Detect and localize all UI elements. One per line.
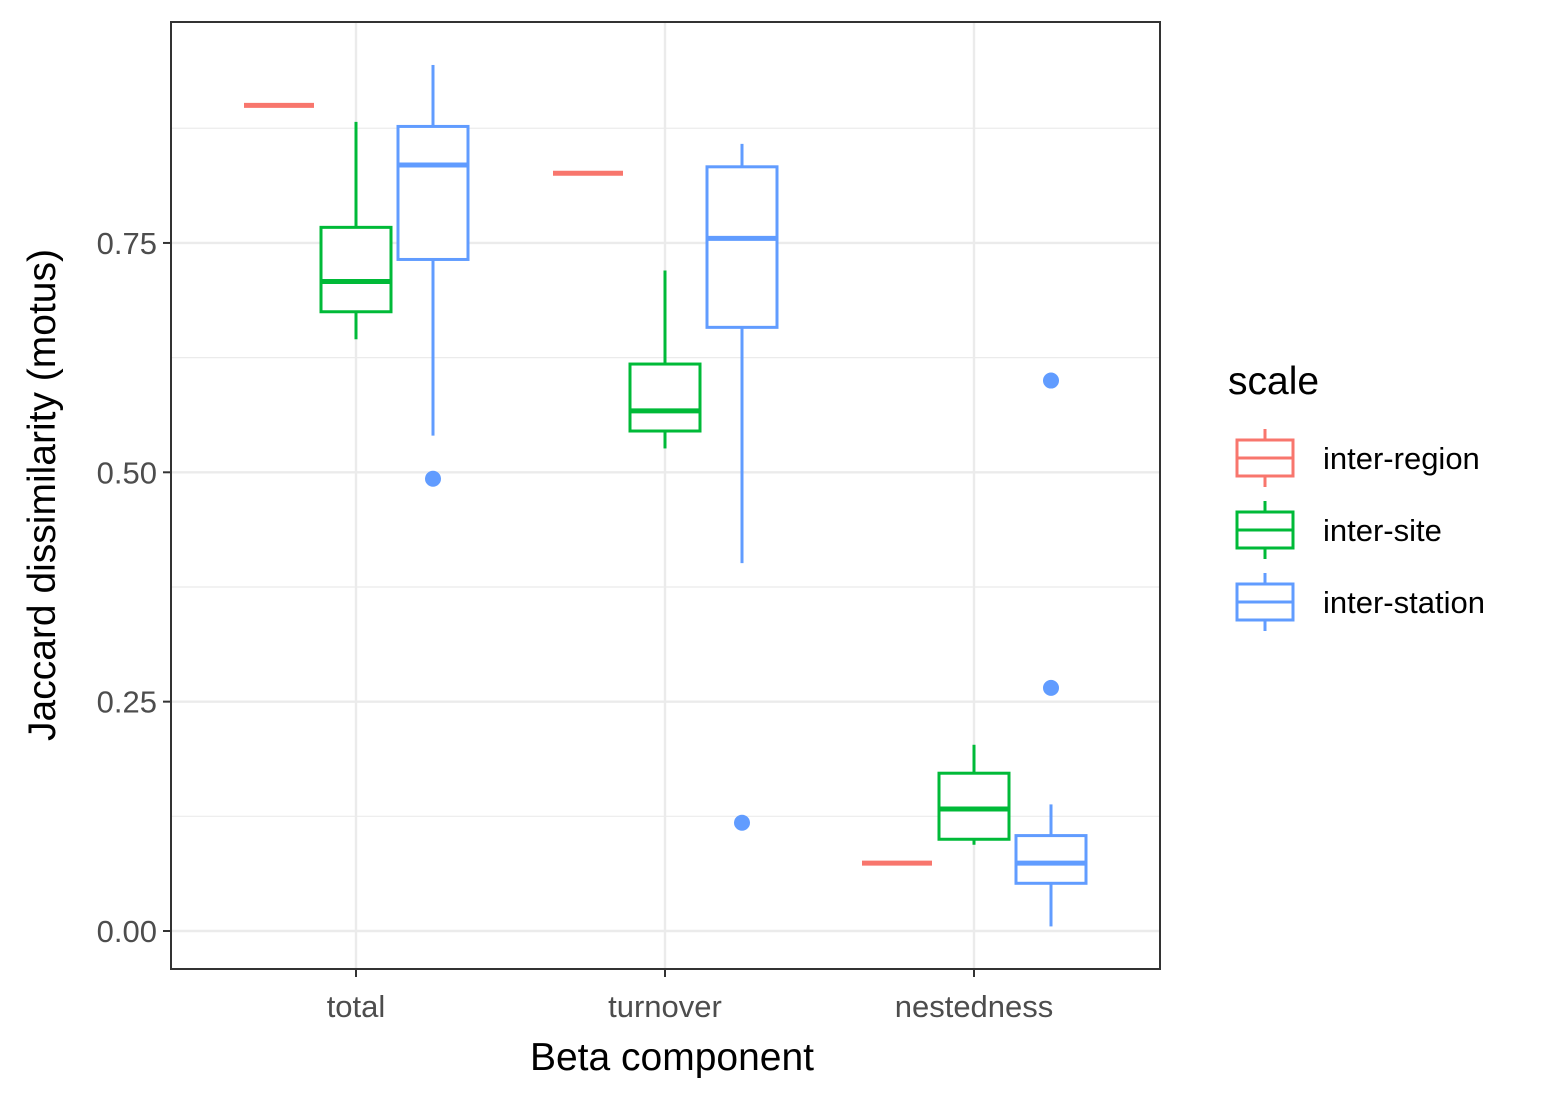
- outlier-point: [734, 814, 750, 831]
- outlier-point: [1043, 372, 1059, 389]
- box-iqr: [937, 771, 1011, 841]
- legend-item-inter-site: inter-site: [1235, 501, 1442, 559]
- x-tick-label: turnover: [608, 989, 722, 1024]
- box-iqr: [628, 362, 702, 433]
- legend-label: inter-station: [1323, 585, 1485, 620]
- legend-item-inter-region: inter-region: [1235, 429, 1480, 487]
- box-inter-station-nestedness: [1014, 372, 1088, 927]
- box-inter-station-total: [396, 64, 470, 487]
- box-inter-site-total: [319, 121, 393, 340]
- y-tick-label: 0.75: [97, 226, 157, 261]
- y-tick-label: 0.25: [97, 685, 157, 720]
- legend-item-inter-station: inter-station: [1235, 573, 1485, 631]
- x-tick-label: nestedness: [895, 989, 1054, 1024]
- outlier-point: [425, 470, 441, 487]
- axes: 0.00 0.25 0.50 0.75 total turnover nestedness: [97, 226, 1054, 1024]
- box-iqr: [705, 165, 779, 329]
- box-inter-station-turnover: [705, 143, 779, 831]
- box-iqr: [1014, 834, 1088, 885]
- box-inter-site-turnover: [628, 270, 702, 449]
- legend-title: scale: [1228, 360, 1319, 403]
- box-inter-site-nestedness: [937, 744, 1011, 845]
- legend: inter-region inter-site inter-station: [1235, 429, 1485, 631]
- y-tick-label: 0.00: [97, 914, 157, 949]
- y-tick-label: 0.50: [97, 455, 157, 490]
- legend-label: inter-region: [1323, 441, 1480, 476]
- box-iqr: [319, 225, 393, 314]
- y-axis-title: Jaccard dissimilarity (motus): [21, 249, 64, 741]
- box-plots: [244, 64, 1088, 927]
- box-iqr: [396, 124, 470, 261]
- x-tick-label: total: [327, 989, 386, 1024]
- outlier-point: [1043, 679, 1059, 696]
- legend-label: inter-site: [1323, 513, 1442, 548]
- x-axis-title: Beta component: [530, 1036, 814, 1079]
